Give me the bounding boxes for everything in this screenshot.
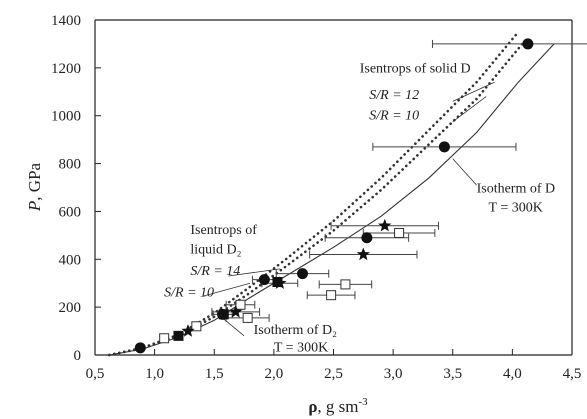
data-point-circle (258, 274, 270, 286)
annotation-label: T = 300K (489, 200, 543, 215)
data-point-circle (361, 232, 373, 244)
data-point-square (173, 330, 184, 341)
curves (108, 30, 555, 357)
annotation-label: S/R = 14 (190, 264, 240, 279)
data-point-open-square (340, 279, 351, 290)
data-point-open-square (159, 333, 170, 344)
data-point-circle (522, 38, 534, 50)
y-tick-label: 0 (74, 348, 82, 364)
leader-isotherm-d2 (223, 318, 245, 337)
annotation-label: Isentrops of solid D (360, 62, 471, 77)
x-tick-label: 1,5 (205, 366, 224, 382)
x-axis-title: ρ, g sm-3 (308, 396, 368, 416)
leader-sr14-liquid (228, 268, 280, 277)
x-tick-label: 4,5 (563, 366, 582, 382)
data-point-star (378, 218, 392, 232)
data-point-open-square (191, 321, 202, 332)
annotation-label: Isentrops of (190, 223, 257, 238)
data-markers (134, 38, 534, 354)
isotherm-curve (109, 43, 555, 356)
y-tick-label: 400 (59, 252, 82, 268)
x-tick-label: 2,0 (265, 366, 284, 382)
y-tick-label: 200 (59, 300, 82, 316)
data-point-star (356, 247, 370, 261)
data-point-open-square (235, 299, 246, 310)
data-point-open-square (242, 312, 253, 323)
data-point-open-square (326, 290, 337, 301)
annotation-label: liquid D₂ (190, 242, 241, 257)
annotation-label: S/R = 10 (369, 108, 419, 123)
annotation-label: Isotherm of D (477, 181, 556, 196)
data-point-circle (438, 141, 450, 153)
data-point-circle (134, 342, 146, 354)
y-tick-label: 1400 (51, 13, 81, 29)
leader-isotherm-d (452, 158, 477, 186)
data-point-circle (296, 268, 308, 280)
x-tick-label: 4,0 (503, 366, 522, 382)
x-tick-label: 3,5 (443, 366, 462, 382)
data-point-square (218, 309, 229, 320)
y-axis-title: P, GPa (25, 162, 44, 212)
annotation-label: S/R = 12 (369, 88, 419, 103)
annotation-label: T = 300K (274, 340, 328, 355)
x-tick-label: 2,5 (324, 366, 343, 382)
leader-sr12-solid (452, 81, 495, 102)
isentrope-curve (108, 30, 520, 357)
annotation-label: S/R = 10 (164, 285, 214, 300)
isentrope-curve (108, 40, 526, 357)
y-tick-label: 1200 (51, 61, 81, 77)
y-tick-label: 1000 (51, 109, 81, 125)
data-point-star (229, 304, 243, 318)
data-point-open-square (394, 227, 405, 238)
annotation-leaders (202, 81, 495, 337)
y-tick-label: 800 (59, 157, 82, 173)
y-tick-label: 600 (59, 204, 82, 220)
y-axis-ticks: 0 200 400 600 800 1000 1200 1400 (51, 13, 101, 364)
leader-sr10-liquid (202, 282, 251, 297)
x-tick-label: 0,5 (86, 366, 105, 382)
x-tick-label: 3,0 (384, 366, 403, 382)
annotation-label: Isotherm of D₂ (254, 323, 338, 338)
leader-sr10-solid (452, 96, 487, 123)
data-point-star (273, 276, 287, 289)
data-point-star (181, 324, 195, 337)
annotations: Isentrops of solid D S/R = 12 S/R = 10 Isot… (164, 62, 555, 356)
x-tick-label: 1,0 (145, 366, 164, 382)
x-axis-ticks: 0,5 1,0 1,5 2,0 2,5 3,0 3,5 4,0 4,5 (86, 349, 582, 382)
